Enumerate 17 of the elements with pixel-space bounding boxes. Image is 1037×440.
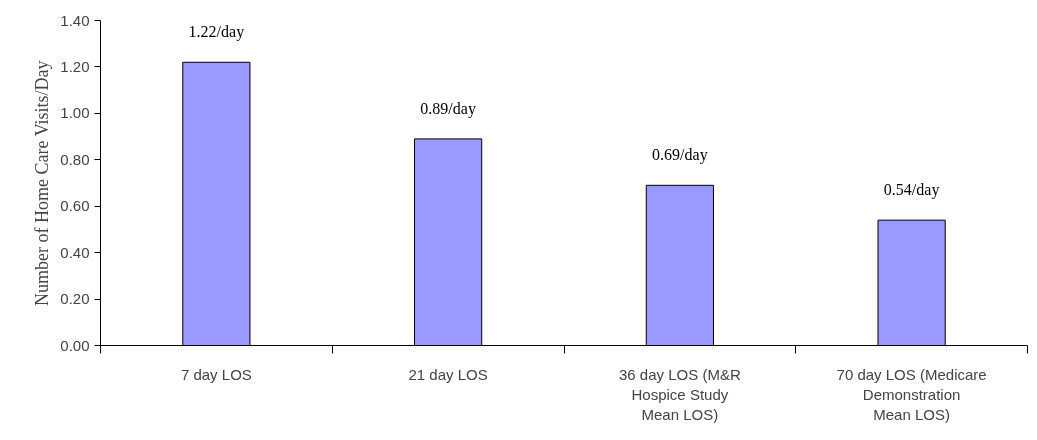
data-label: 0.69/day [652, 146, 708, 165]
x-tick-label: 70 day LOS (Medicare Demonstration Mean LOS) [836, 365, 987, 424]
y-tick-label: 1.20 [60, 57, 90, 75]
y-tick-label: 0.60 [60, 197, 90, 215]
x-tick-label: 21 day LOS [408, 365, 488, 383]
y-tick-label: 0.00 [60, 336, 90, 354]
y-tick-label: 0.40 [60, 243, 90, 261]
y-tick-label: 1.40 [60, 11, 90, 29]
data-label: 1.22/day [188, 23, 245, 42]
x-tick-label: 36 day LOS (M&R Hospice Study Mean LOS) [619, 365, 741, 424]
y-tick-label: 0.20 [60, 290, 90, 308]
data-label: 0.89/day [420, 99, 476, 118]
y-axis-title: Number of Home Care Visits/Day [32, 60, 53, 306]
y-tick-label: 0.80 [60, 150, 90, 168]
x-tick-label: 7 day LOS [180, 365, 252, 383]
data-label: 0.54/day [883, 181, 940, 200]
y-tick-label: 1.00 [60, 104, 90, 122]
